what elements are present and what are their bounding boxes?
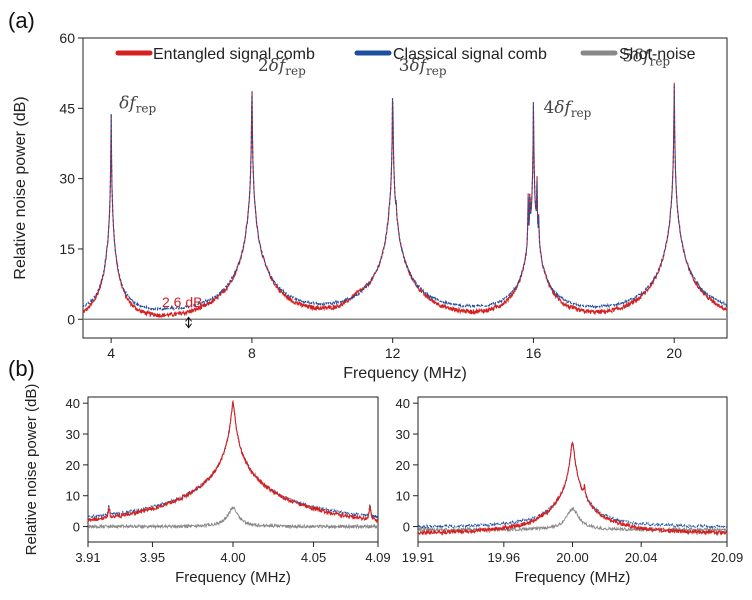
y-tick-label-a: 15	[59, 241, 75, 257]
series-shot-noise-b1	[87, 506, 379, 530]
peak-label-f: f	[418, 56, 429, 76]
peak-label-sub: rep	[650, 54, 671, 68]
peak-label-5: 5δfrep	[622, 46, 670, 68]
y-tick-label-b2: 10	[396, 489, 410, 504]
legend-label-shot: Shot-noise	[619, 46, 696, 63]
x-axis-label-b1: Frequency (MHz)	[175, 569, 291, 586]
arrow-head-up	[185, 316, 192, 322]
x-tick-label-a: 4	[107, 345, 115, 361]
peak-label-delta: δ	[554, 98, 564, 118]
peak-label-4: 4δfrep	[543, 98, 591, 120]
y-axis-label-a: Relative noise power (dB)	[12, 96, 29, 279]
x-tick-label-a: 12	[385, 345, 401, 361]
y-tick-label-b1: 30	[66, 427, 80, 442]
peak-label-f: f	[641, 46, 652, 66]
peak-label-1: δfrep	[119, 93, 156, 115]
y-axis-label-b1: Relative noise power (dB)	[23, 384, 40, 556]
peak-label-prefix: 3	[399, 56, 410, 76]
chart-b1: 3.91 3.95 4.00 4.05 4.09 0 10 20 30 40 Frequency (…	[23, 384, 391, 586]
x-tick-label-b1: 4.05	[301, 550, 326, 565]
y-tick-label-a: 0	[67, 311, 75, 327]
peak-label-f: f	[563, 98, 574, 118]
series-classical-b1	[87, 402, 379, 519]
plot-frame-a	[82, 37, 728, 339]
y-tick-label-b2: 30	[396, 427, 410, 442]
x-tick-label-a: 16	[526, 345, 542, 361]
x-axis-label-b2: Frequency (MHz)	[515, 569, 631, 586]
chart-b2: 19.91 19.96 20.00 20.04 20.09 0 10 20 30 40 Freque…	[396, 396, 744, 586]
y-tick-label-b1: 20	[66, 458, 80, 473]
peak-label-sub: rep	[426, 64, 447, 78]
plot-frame-b2	[417, 396, 728, 543]
x-tick-label-b2: 19.96	[488, 550, 521, 565]
series-entangled-b2	[417, 442, 728, 537]
legend-label-classical: Classical signal comb	[393, 46, 547, 63]
peak-label-f: f	[277, 56, 288, 76]
y-tick-label-b2: 0	[403, 520, 410, 535]
y-tick-label-b2: 20	[396, 458, 410, 473]
x-tick-label-b1: 3.91	[75, 550, 100, 565]
peak-label-sub: rep	[571, 106, 592, 120]
series-entangled-a	[82, 82, 728, 319]
y-tick-label-a: 30	[59, 171, 75, 187]
x-tick-label-b1: 4.00	[220, 550, 245, 565]
x-tick-label-b1: 4.09	[365, 550, 390, 565]
y-tick-label-b2: 40	[396, 396, 410, 411]
peak-label-prefix: 4	[543, 98, 554, 118]
series-entangled-b1	[87, 399, 379, 524]
annotation-2p6db: 2.6 dB	[162, 294, 202, 310]
y-tick-label-a: 60	[59, 30, 75, 46]
peak-label-sub: rep	[285, 64, 306, 78]
series-shot-noise-b2	[417, 506, 728, 533]
panel-label-b: (b)	[8, 356, 35, 381]
x-tick-label-b2: 20.04	[625, 550, 658, 565]
y-tick-label-b1: 10	[66, 489, 80, 504]
x-tick-label-b2: 20.00	[556, 550, 589, 565]
x-axis-label-a: Frequency (MHz)	[343, 365, 467, 382]
x-tick-label-b1: 3.95	[140, 550, 165, 565]
peak-label-prefix: 2	[258, 56, 269, 76]
plot-frame-b1	[87, 396, 379, 543]
x-tick-label-b2: 19.91	[402, 550, 435, 565]
peak-label-delta: δ	[633, 46, 643, 66]
x-tick-label-b2: 20.09	[711, 550, 744, 565]
y-tick-label-b1: 0	[73, 520, 80, 535]
series-classical-b2	[417, 440, 728, 530]
legend: Entangled signal comb Classical signal c…	[115, 46, 696, 63]
arrow-head-down	[185, 323, 192, 329]
peak-label-prefix: 5	[622, 46, 633, 66]
legend-label-entangled: Entangled signal comb	[153, 46, 315, 63]
peak-label-delta: δ	[410, 56, 420, 76]
y-tick-label-a: 45	[59, 100, 75, 116]
peak-label-delta: δ	[119, 93, 129, 113]
peak-label-delta: δ	[269, 56, 279, 76]
x-tick-label-a: 8	[248, 345, 256, 361]
x-tick-label-a: 20	[666, 345, 682, 361]
y-tick-label-b1: 40	[66, 396, 80, 411]
peak-label-f: f	[127, 93, 138, 113]
series-classical-a	[82, 84, 728, 312]
peak-label-2: 2δfrep	[258, 56, 306, 78]
peak-label-sub: rep	[136, 101, 157, 115]
peak-label-3: 3δfrep	[399, 56, 447, 78]
panel-label-a: (a)	[8, 8, 35, 33]
